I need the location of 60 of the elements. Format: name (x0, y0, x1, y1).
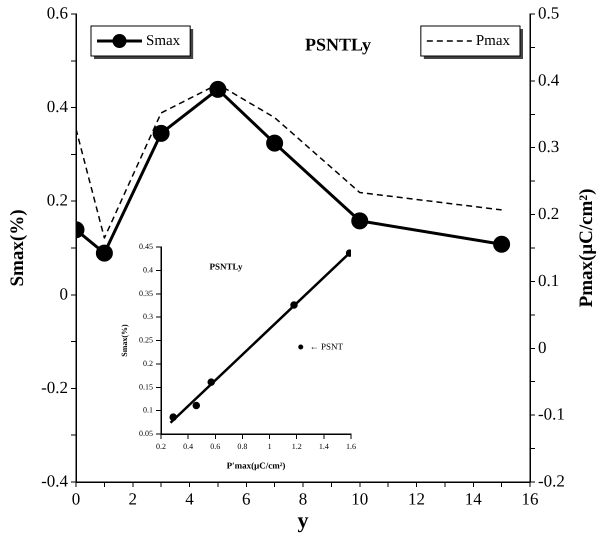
y-tick-label: -0.4 (41, 471, 68, 490)
x-tick-label: 8 (298, 490, 308, 509)
x-tick-label: 0.8 (237, 442, 248, 451)
point (209, 80, 226, 98)
y2-tick-label: -0.2 (538, 471, 565, 490)
x-tick-label: 16 (522, 490, 538, 509)
y-tick-label: 0.4 (46, 97, 68, 116)
y2-tick-label: 0 (538, 338, 546, 357)
x-tick-label: 0.2 (156, 442, 166, 451)
point (290, 301, 298, 309)
x-tick-label: 0.4 (183, 442, 194, 451)
legend-label: Pmax (476, 32, 510, 49)
y2-tick-label: 0.5 (538, 3, 560, 22)
point (192, 402, 200, 410)
x-tick-label: 10 (351, 490, 368, 509)
x-tick-label: 0.6 (210, 442, 220, 451)
y-tick-label: 0.3 (143, 312, 153, 322)
point (351, 212, 368, 230)
y2-tick-label: -0.1 (538, 404, 565, 424)
legend-label: ← PSNT (310, 341, 344, 352)
y-tick-label: 0.1 (143, 406, 153, 415)
text: PSNTLy (209, 261, 244, 272)
y2-tick-label: 0.1 (538, 270, 560, 290)
point (152, 124, 170, 142)
x-tick-label: 12 (408, 490, 425, 509)
point (207, 378, 215, 386)
text: PSNTLy (304, 34, 372, 55)
x-axis-title: P′max(μC/cm²) (226, 460, 286, 470)
y-tick-label: 0.15 (139, 382, 153, 392)
x-tick-label: 6 (242, 490, 250, 509)
x-tick-label: 1.4 (318, 442, 329, 451)
y2-tick-label: 0.2 (538, 204, 560, 224)
y-tick-label: 0.2 (46, 190, 68, 210)
y2-axis-title: Pmax(μC/cm²) (576, 188, 597, 308)
legend-label: Smax (146, 32, 181, 49)
y-tick-label: 0.05 (139, 429, 153, 438)
x-tick-label: 1.6 (346, 442, 356, 451)
y-tick-label: 0.2 (143, 358, 153, 368)
point (169, 413, 177, 421)
x-tick-label: 14 (464, 490, 482, 509)
y2-tick-label: 0.3 (538, 137, 560, 156)
point (96, 244, 113, 262)
x-axis-title: y (298, 508, 308, 533)
y-tick-label: 0.4 (143, 265, 153, 274)
x-tick-label: 1 (268, 442, 272, 451)
y-tick-label: 0 (60, 284, 68, 304)
x-tick-label: 0 (72, 490, 80, 509)
y-tick-label: 0.6 (46, 3, 68, 22)
point (493, 236, 510, 253)
y-tick-label: 0.45 (139, 242, 153, 252)
y-axis-title: Smax(%) (120, 324, 130, 357)
x-tick-label: 2 (128, 490, 137, 509)
y-axis-title: Smax(%) (6, 209, 28, 287)
x-tick-label: 1.2 (292, 442, 302, 451)
y2-tick-label: 0.4 (538, 70, 560, 90)
x-tick-label: 4 (185, 490, 194, 509)
y-tick-label: 0.35 (139, 288, 153, 298)
y-tick-label: 0.25 (139, 336, 153, 345)
y-tick-label: -0.2 (41, 378, 68, 397)
point (266, 134, 284, 152)
